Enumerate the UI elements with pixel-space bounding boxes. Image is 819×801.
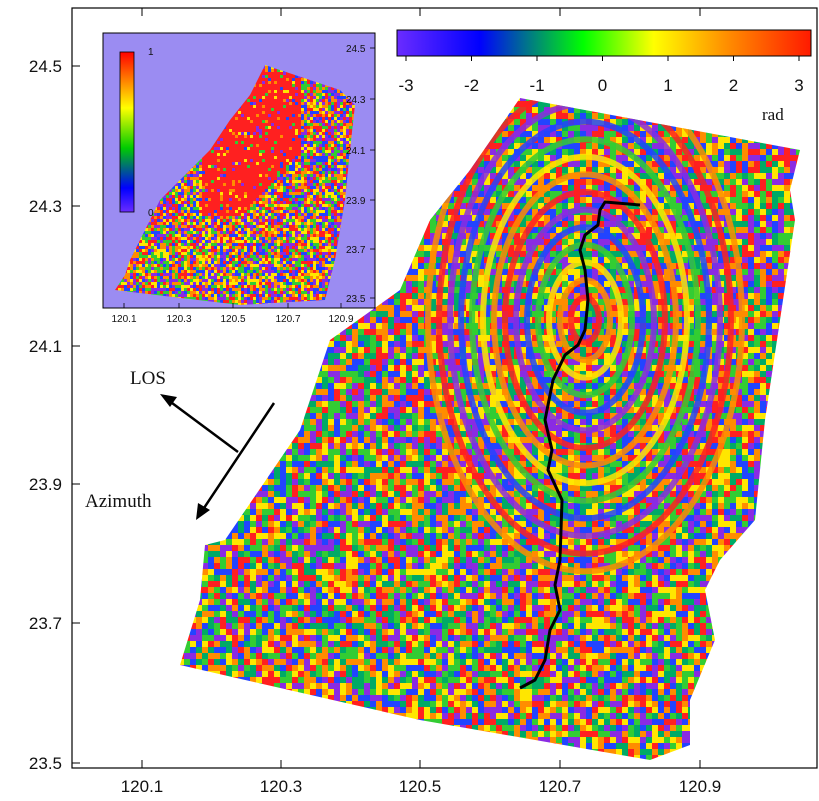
inset-x-tick-label: 120.9 bbox=[328, 314, 353, 325]
inset-y-tick-label: 23.5 bbox=[346, 294, 366, 305]
main-x-tick-label: 120.9 bbox=[679, 777, 722, 796]
colorbar-tick-label: -1 bbox=[529, 76, 544, 95]
colorbar-tick-label: -2 bbox=[464, 76, 479, 95]
azimuth-arrow-head bbox=[196, 503, 210, 520]
main-y-axis: 24.5 24.3 24.1 23.9 23.7 23.5 bbox=[29, 57, 80, 773]
main-x-tick-label: 120.7 bbox=[539, 777, 582, 796]
main-y-tick-label: 24.3 bbox=[29, 197, 62, 216]
coherence-inset: 1 0 120.1 120.3 120.5 120.7 120.9 24.524.324… bbox=[102, 32, 376, 325]
inset-y-tick-label: 23.7 bbox=[346, 245, 366, 256]
colorbar-tick-label: 3 bbox=[794, 76, 803, 95]
phase-colorbar: -3 -2 -1 0 1 2 3 rad bbox=[396, 29, 812, 124]
colorbar-tick-label: -3 bbox=[398, 76, 413, 95]
los-label: LOS bbox=[130, 368, 166, 389]
colorbar-tick-label: 2 bbox=[729, 76, 738, 95]
main-x-tick-label: 120.1 bbox=[121, 777, 164, 796]
inset-y-tick-label: 24.3 bbox=[346, 95, 366, 106]
los-arrow bbox=[167, 398, 239, 454]
azimuth-arrow bbox=[198, 402, 276, 515]
inset-colorbar-min: 0 bbox=[148, 208, 154, 219]
main-y-tick-label: 24.1 bbox=[29, 337, 62, 356]
fault-trace-line bbox=[519, 200, 641, 690]
inset-y-axis: 24.5 24.3 24.1 23.9 23.7 23.5 bbox=[346, 44, 375, 305]
phase-colorbar-ramp bbox=[396, 29, 812, 57]
inset-x-tick-label: 120.3 bbox=[166, 314, 191, 325]
inset-y-tick-label: 24.1 bbox=[346, 146, 366, 157]
main-y-tick-label: 24.5 bbox=[29, 57, 62, 76]
main-y-tick-label: 23.5 bbox=[29, 754, 62, 773]
inset-y-tick-label: 24.5 bbox=[346, 44, 366, 55]
inset-x-axis: 120.1 120.3 120.5 120.7 120.9 bbox=[111, 303, 354, 325]
colorbar-tick-label: 0 bbox=[598, 76, 607, 95]
inset-colorbar-max: 1 bbox=[148, 47, 154, 58]
main-x-tick-label: 120.3 bbox=[260, 777, 303, 796]
azimuth-label: Azimuth bbox=[85, 491, 152, 512]
inset-x-tick-label: 120.5 bbox=[220, 314, 245, 325]
inset-colorbar-ramp bbox=[119, 51, 135, 213]
inset-x-tick-label: 120.7 bbox=[275, 314, 300, 325]
colorbar-tick-label: 1 bbox=[663, 76, 672, 95]
main-y-tick-label: 23.9 bbox=[29, 475, 62, 494]
main-map-frame bbox=[71, 7, 818, 769]
colorbar-unit-label: rad bbox=[762, 105, 784, 124]
inset-x-tick-label: 120.1 bbox=[111, 314, 136, 325]
main-x-axis: 120.1 120.3 120.5 120.7 120.9 bbox=[121, 8, 722, 796]
inset-y-tick-label: 23.9 bbox=[346, 196, 366, 207]
direction-arrows: LOS Azimuth bbox=[85, 368, 276, 520]
main-x-tick-label: 120.5 bbox=[399, 777, 442, 796]
los-arrow-head bbox=[160, 394, 177, 407]
main-y-tick-label: 23.7 bbox=[29, 614, 62, 633]
